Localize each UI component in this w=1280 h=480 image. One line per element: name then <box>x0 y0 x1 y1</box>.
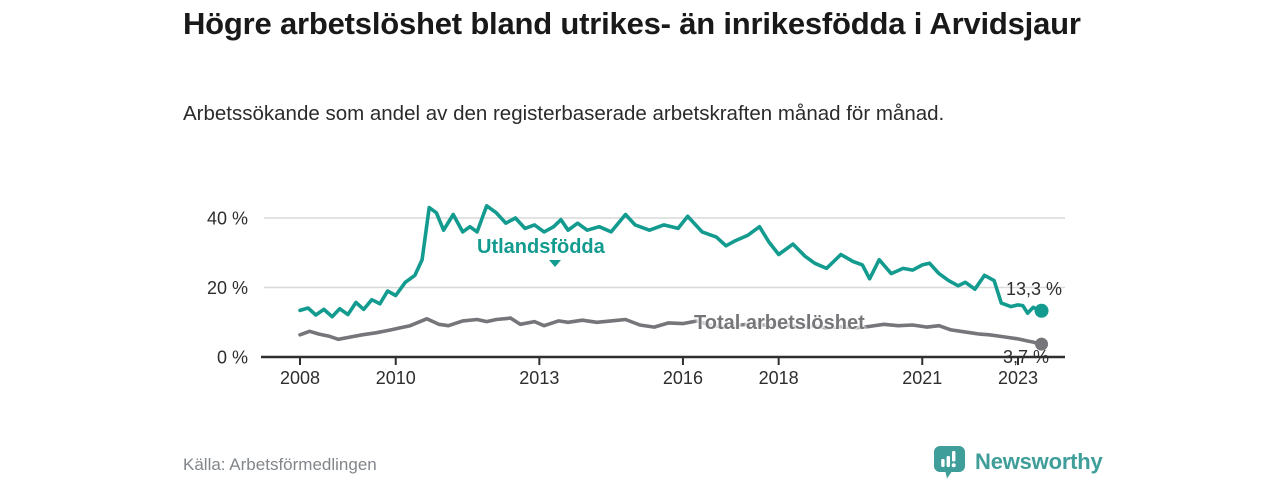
series-label-total-arbetsloshet: Total arbetslöshet <box>694 312 865 334</box>
x-tick-label: 2021 <box>902 368 942 388</box>
series-line-utlandsfodda <box>298 204 1042 319</box>
newsworthy-bars-pin-icon <box>934 446 965 479</box>
series-label-utlandsfodda: Utlandsfödda <box>477 236 605 258</box>
page-subtitle: Arbetssökande som andel av den registerb… <box>183 102 945 125</box>
x-tick-label: 2013 <box>519 368 559 388</box>
x-tick-label: 2023 <box>998 368 1038 388</box>
x-tick-label: 2008 <box>280 368 320 388</box>
end-value-utlandsfodda: 13,3 % <box>1006 279 1063 299</box>
newsworthy-logo: Newsworthy <box>933 445 1103 479</box>
x-tick-label: 2018 <box>759 368 799 388</box>
source-attribution: Källa: Arbetsförmedlingen <box>183 455 377 474</box>
x-tick-label: 2010 <box>376 368 416 388</box>
y-tick-label: 20 % <box>207 278 248 298</box>
page-title: Högre arbetslöshet bland utrikes- än inr… <box>183 6 1081 41</box>
y-tick-label: 0 % <box>217 348 248 368</box>
x-tick-label: 2016 <box>663 368 703 388</box>
caret-down-icon <box>549 260 561 267</box>
series-line-total <box>298 316 1042 346</box>
end-value-total: 3,7 % <box>1003 347 1050 367</box>
end-dot-total <box>1035 337 1049 351</box>
brand-name: Newsworthy <box>975 449 1103 474</box>
end-dot-utlandsfodda <box>1034 303 1049 318</box>
y-tick-label: 40 % <box>207 209 248 229</box>
